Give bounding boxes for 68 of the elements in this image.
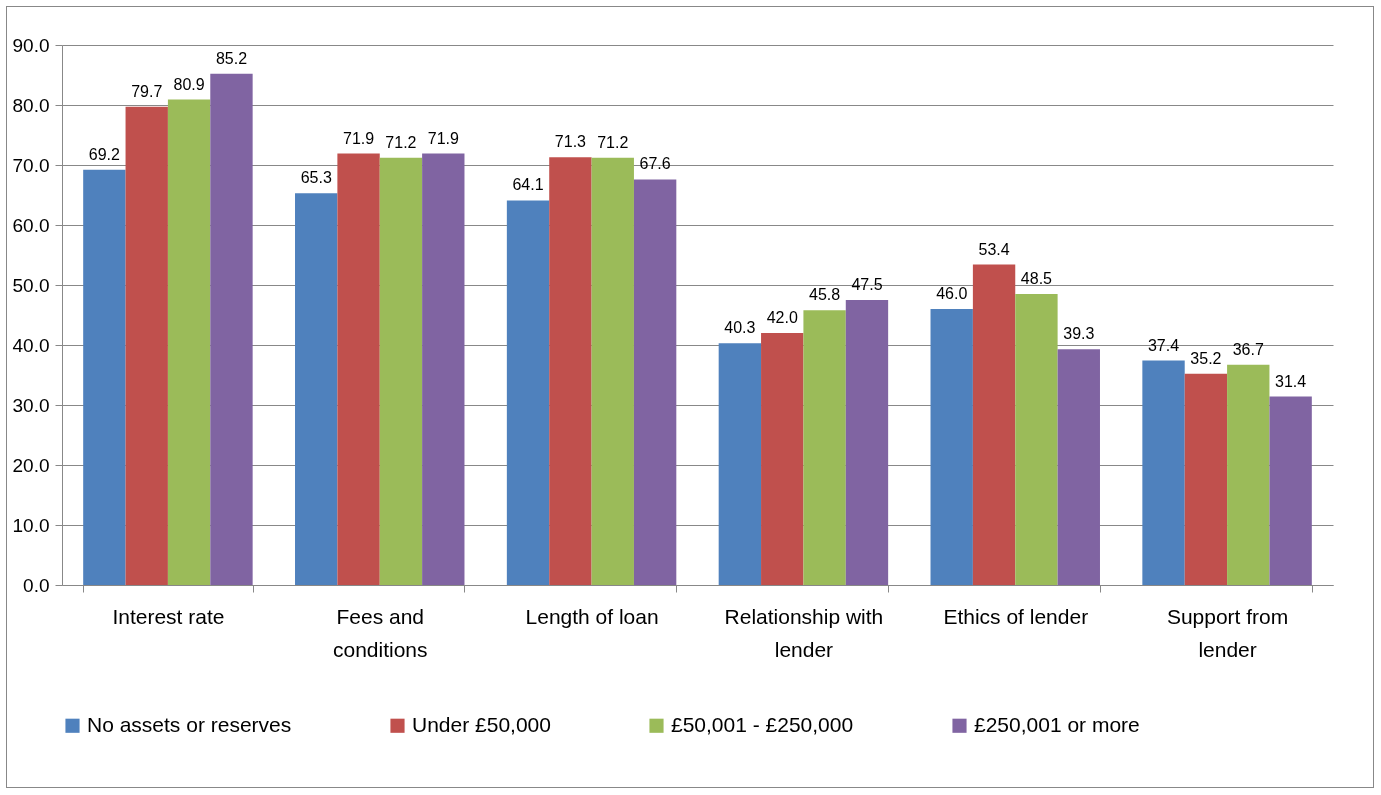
- bar: [761, 333, 804, 585]
- bar: [1142, 360, 1185, 585]
- bar: [1227, 364, 1270, 585]
- data-label: 36.7: [1232, 340, 1264, 358]
- data-label: 67.6: [639, 155, 671, 173]
- bar: [506, 200, 550, 585]
- legend-label: Under £50,000: [412, 712, 551, 736]
- data-label: 71.2: [597, 133, 629, 151]
- y-tick-label: 50.0: [12, 274, 50, 296]
- legend-label: No assets or reserves: [87, 712, 292, 736]
- data-label: 46.0: [936, 285, 968, 302]
- bar: [633, 179, 677, 585]
- bar: [549, 157, 592, 585]
- y-tick-label: 40.0: [12, 334, 50, 356]
- y-tick-label: 20.0: [12, 454, 50, 476]
- bar: [167, 99, 211, 585]
- bar: [1184, 373, 1228, 585]
- bar: [930, 309, 973, 585]
- legend-label: £50,001 - £250,000: [671, 712, 854, 736]
- x-tick-label: Fees and conditions: [332, 604, 428, 661]
- data-label: 39.3: [1063, 325, 1095, 343]
- data-label: 47.5: [851, 276, 883, 293]
- y-tick-label: 80.0: [12, 94, 50, 116]
- y-tick-label: 60.0: [12, 214, 50, 236]
- x-tick-label: Ethics of lender: [943, 604, 1089, 628]
- bar: [337, 153, 380, 585]
- bar: [295, 193, 338, 585]
- bar: [591, 157, 634, 585]
- bar: [83, 169, 126, 585]
- y-tick-label: 10.0: [12, 514, 50, 536]
- bar: [125, 106, 168, 585]
- bar: [1057, 349, 1100, 585]
- y-tick-label: 70.0: [12, 154, 50, 176]
- data-label: 35.2: [1190, 349, 1222, 367]
- bar: [1015, 294, 1058, 585]
- data-label: 40.3: [724, 319, 756, 337]
- data-label: 69.2: [88, 145, 121, 163]
- x-tick-label: Interest rate: [112, 604, 225, 628]
- data-label: 65.3: [300, 169, 332, 187]
- bar: [803, 310, 846, 585]
- bar: [1269, 396, 1312, 585]
- x-tick-label: Relationship with lender: [724, 604, 884, 661]
- data-label: 71.9: [343, 129, 375, 147]
- data-label: 31.4: [1275, 372, 1307, 390]
- data-label: 85.2: [215, 49, 248, 67]
- data-label: 71.9: [427, 129, 459, 147]
- bar: [210, 73, 253, 585]
- bar: [718, 343, 762, 585]
- legend-label: £250,001 or more: [974, 712, 1140, 736]
- bar: [845, 300, 889, 585]
- data-label: 80.9: [173, 75, 205, 93]
- data-label: 71.3: [554, 133, 587, 151]
- data-label: 45.8: [809, 286, 841, 304]
- x-tick-label: Length of loan: [525, 604, 659, 628]
- data-label: 42.0: [766, 309, 798, 326]
- data-label: 48.5: [1020, 270, 1053, 287]
- bar: [379, 157, 423, 585]
- x-tick-label: Support from lender: [1166, 604, 1289, 661]
- data-label: 37.4: [1147, 336, 1180, 354]
- y-tick-label: 30.0: [12, 394, 50, 416]
- data-label: 79.7: [131, 82, 163, 100]
- y-tick-label: 0.0: [23, 574, 50, 596]
- data-label: 53.4: [978, 240, 1010, 258]
- data-label: 71.2: [385, 133, 417, 151]
- data-label: 64.1: [512, 176, 544, 194]
- bar: [422, 153, 465, 585]
- y-tick-label: 90.0: [12, 34, 50, 56]
- bar: [972, 264, 1016, 585]
